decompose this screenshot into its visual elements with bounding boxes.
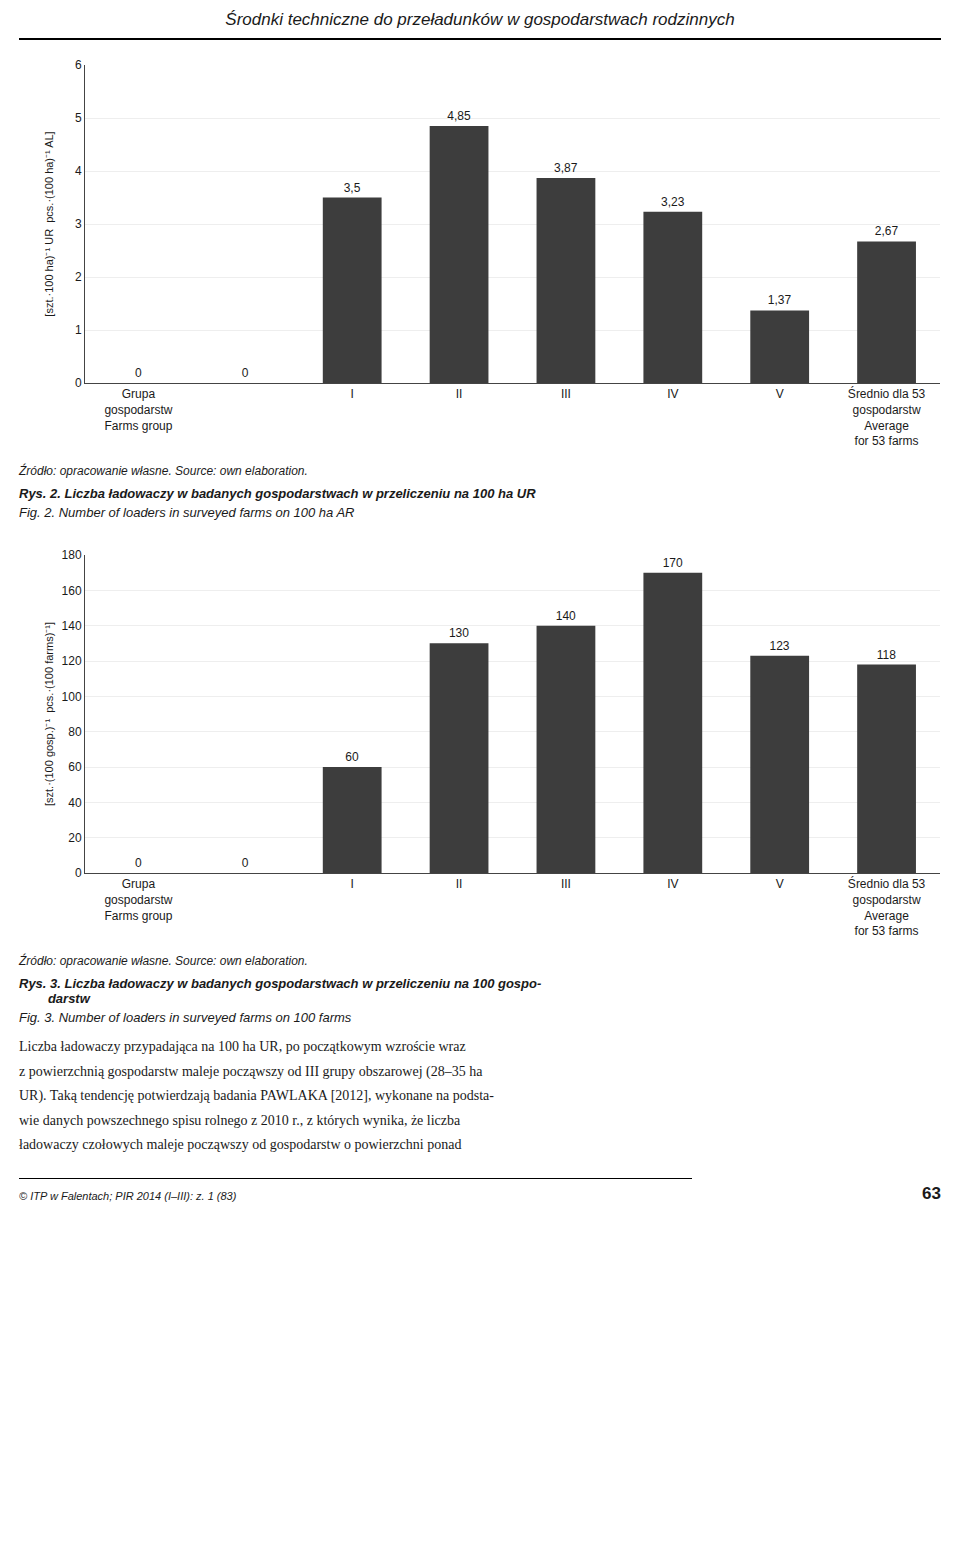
svg-text:2: 2 [75,270,82,284]
svg-text:2,67: 2,67 [875,224,899,238]
html-text:Źródło: opracowanie własne. So: Źródło: opracowanie własne. Source: own … [19,464,308,478]
svg-text:Średnio dla 53gospodarstwAvera: Średnio dla 53gospodarstwAveragefor 53 f… [848,876,926,938]
svg-text:1,37: 1,37 [768,293,792,307]
svg-text:0: 0 [242,366,249,380]
svg-text:170: 170 [663,556,683,570]
svg-text:III: III [561,877,571,891]
svg-text:140: 140 [556,609,576,623]
html-text:Rys. 3. Liczba ładowaczy w bad: Rys. 3. Liczba ładowaczy w badanych gosp… [19,976,542,1006]
svg-text:I: I [351,877,354,891]
svg-text:180: 180 [62,548,82,562]
html-text:Środnki techniczne do przeładu: Środnki techniczne do przeładunków w gos… [225,10,735,29]
svg-text:4,85: 4,85 [447,109,471,123]
svg-text:5: 5 [75,111,82,125]
svg-text:120: 120 [62,654,82,668]
svg-text:I: I [351,387,354,401]
svg-text:GrupagospodarstwFarms group: GrupagospodarstwFarms group [104,387,172,432]
svg-text:3,5: 3,5 [344,181,361,195]
html-text:63: 63 [922,1183,941,1203]
svg-text:0: 0 [135,856,142,870]
svg-text:3,23: 3,23 [661,195,685,209]
html-text:© ITP w Falentach; PIR 2014 (I: © ITP w Falentach; PIR 2014 (I–III): z. … [19,1189,237,1202]
svg-text:[szt.·(100 gosp.)⁻¹ pcs.·(100: [szt.·(100 gosp.)⁻¹ pcs.·(100 farms)⁻¹] [43,622,55,806]
svg-text:100: 100 [62,690,82,704]
svg-text:GrupagospodarstwFarms group: GrupagospodarstwFarms group [104,877,172,922]
svg-text:III: III [561,387,571,401]
svg-text:II: II [456,877,463,891]
svg-text:0: 0 [75,866,82,880]
svg-text:40: 40 [68,796,82,810]
svg-text:160: 160 [62,584,82,598]
svg-text:140: 140 [62,619,82,633]
svg-text:Średnio dla 53gospodarstwAvera: Średnio dla 53gospodarstwAveragefor 53 f… [848,386,926,448]
svg-text:[szt.·100 ha)⁻¹ UR pcs.·(100: [szt.·100 ha)⁻¹ UR pcs.·(100 ha)⁻¹ AL] [43,131,55,316]
svg-text:4: 4 [75,164,82,178]
svg-text:60: 60 [345,750,359,764]
svg-text:0: 0 [135,366,142,380]
svg-text:3,87: 3,87 [554,161,578,175]
svg-text:6: 6 [75,58,82,72]
svg-text:60: 60 [68,760,82,774]
svg-text:0: 0 [75,376,82,390]
svg-text:118: 118 [877,648,896,662]
svg-text:3: 3 [75,217,82,231]
svg-text:II: II [456,387,463,401]
html-text:Rys. 2. Liczba ładowaczy w bad: Rys. 2. Liczba ładowaczy w badanych gosp… [19,486,536,501]
svg-text:123: 123 [770,639,790,653]
html-text:Fig. 3. Number of loaders in s: Fig. 3. Number of loaders in surveyed fa… [19,1010,352,1025]
svg-text:1: 1 [75,323,82,337]
html-text:Fig. 2. Number of loaders in s: Fig. 2. Number of loaders in surveyed fa… [19,505,355,520]
svg-text:130: 130 [449,626,469,640]
svg-text:V: V [776,387,784,401]
svg-text:V: V [776,877,784,891]
svg-text:80: 80 [68,725,82,739]
svg-text:IV: IV [667,387,678,401]
svg-text:0: 0 [242,856,249,870]
html-text:Źródło: opracowanie własne. So: Źródło: opracowanie własne. Source: own … [19,954,308,968]
html-text:Liczba ładowaczy przypadająca: Liczba ładowaczy przypadająca na 100 ha … [19,1039,494,1152]
svg-text:20: 20 [68,831,82,845]
svg-text:IV: IV [667,877,678,891]
